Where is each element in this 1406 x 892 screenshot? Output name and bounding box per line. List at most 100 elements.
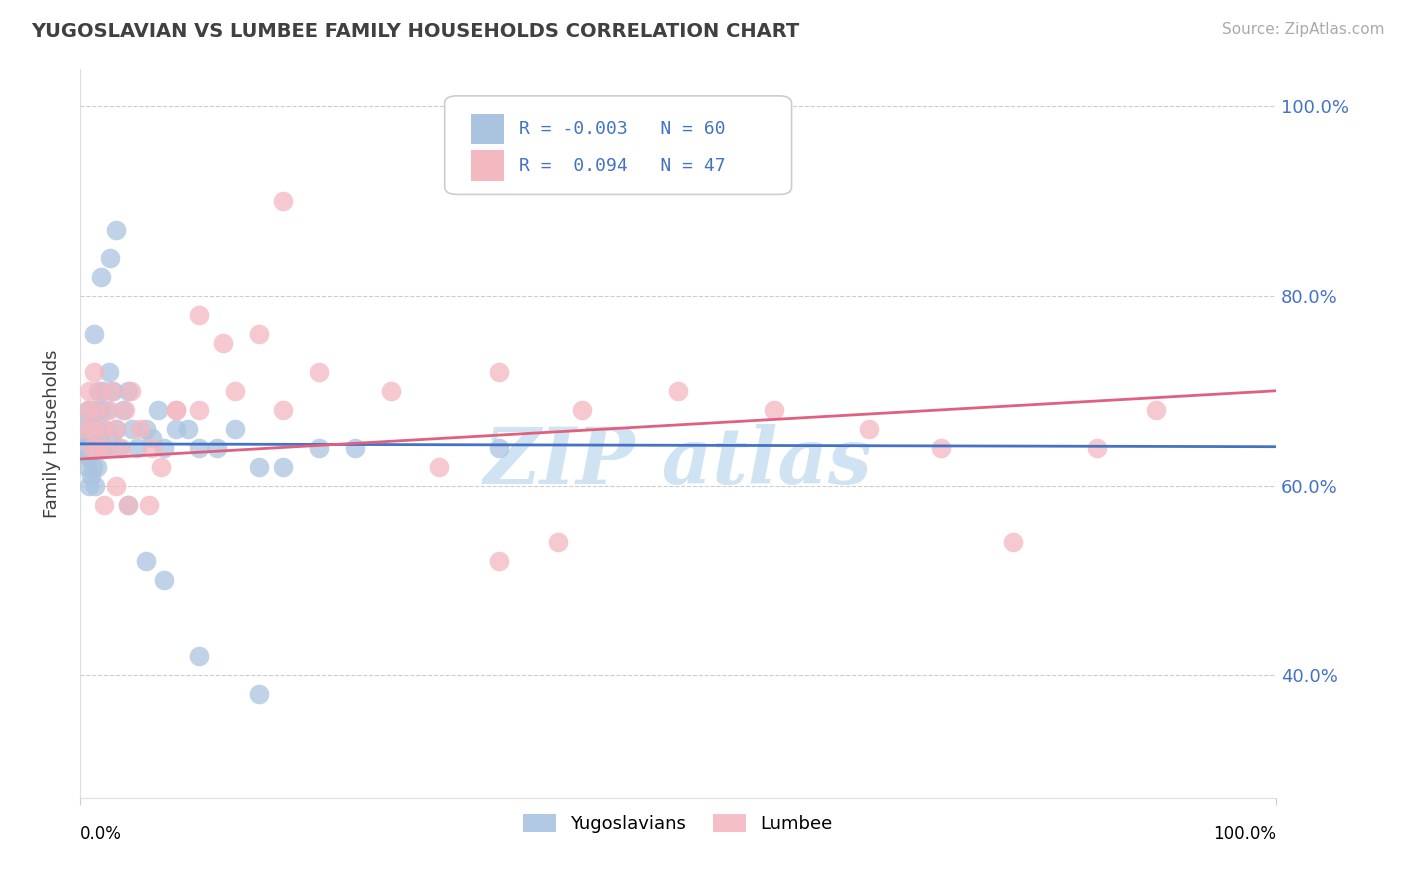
Point [114,402,136,417]
Point [271,459,294,474]
Point [121,422,143,436]
Point [100,431,122,445]
Text: YUGOSLAVIAN VS LUMBEE FAMILY HOUSEHOLDS CORRELATION CHART: YUGOSLAVIAN VS LUMBEE FAMILY HOUSEHOLDS … [31,22,799,41]
Point [165,402,187,417]
Point [103,384,125,398]
Point [97,402,120,417]
Point [104,422,127,436]
Point [90,270,112,285]
Point [86,459,108,474]
Point [94,441,117,455]
Point [176,422,198,436]
Point [929,441,952,455]
Point [96,402,118,417]
Point [150,459,173,474]
Point [83,402,105,417]
Point [101,384,124,398]
Point [135,422,157,436]
Point [80,441,103,455]
Point [104,422,127,436]
Text: 0.0%: 0.0% [80,825,122,843]
Point [488,365,510,379]
Point [188,308,211,322]
Point [110,441,132,455]
Text: R =  0.094   N = 47: R = 0.094 N = 47 [519,157,725,175]
Point [188,441,211,455]
Point [80,422,103,436]
Point [224,384,246,398]
Point [146,402,169,417]
Point [82,422,104,436]
Point [87,431,110,445]
Point [1144,402,1167,417]
Point [380,384,402,398]
Y-axis label: Family Households: Family Households [44,349,60,517]
Point [83,326,105,341]
Point [138,498,160,512]
Point [247,459,270,474]
Point [117,384,139,398]
Point [343,441,366,455]
Point [207,441,229,455]
Point [165,402,187,417]
Point [93,422,115,436]
Point [104,222,127,236]
Point [762,402,785,417]
Point [571,402,593,417]
Point [188,649,211,664]
Point [427,459,450,474]
Point [79,412,101,426]
Point [94,441,117,455]
Point [76,431,98,445]
Point [271,194,294,209]
Point [83,365,105,379]
Point [141,441,163,455]
Point [271,402,294,417]
Point [212,336,235,351]
Point [152,441,174,455]
Point [135,554,157,568]
Point [98,251,121,265]
Legend: Yugoslavians, Lumbee: Yugoslavians, Lumbee [516,806,839,840]
Point [82,422,104,436]
Point [76,459,98,474]
Text: ZIP atlas: ZIP atlas [484,425,872,501]
Point [84,402,107,417]
Text: R = -0.003   N = 60: R = -0.003 N = 60 [519,120,725,138]
Point [90,441,112,455]
Point [77,402,100,417]
Point [77,402,100,417]
Point [83,441,105,455]
Point [79,384,101,398]
Point [666,384,689,398]
Point [75,422,97,436]
Point [87,441,110,455]
Point [858,422,880,436]
Point [75,422,97,436]
Point [91,422,114,436]
Point [93,498,115,512]
Point [247,687,270,701]
Point [547,535,569,549]
Point [247,326,270,341]
FancyBboxPatch shape [471,114,505,145]
Point [73,441,96,455]
Point [87,384,110,398]
Point [308,365,330,379]
Point [308,441,330,455]
Point [89,402,111,417]
Point [79,469,101,483]
Point [165,422,187,436]
Point [224,422,246,436]
Point [80,441,103,455]
Point [79,431,101,445]
Point [77,450,100,464]
Point [152,574,174,588]
Point [127,441,149,455]
Point [188,402,211,417]
FancyBboxPatch shape [444,95,792,194]
Point [128,422,150,436]
Point [91,384,114,398]
Point [488,441,510,455]
Point [1001,535,1024,549]
